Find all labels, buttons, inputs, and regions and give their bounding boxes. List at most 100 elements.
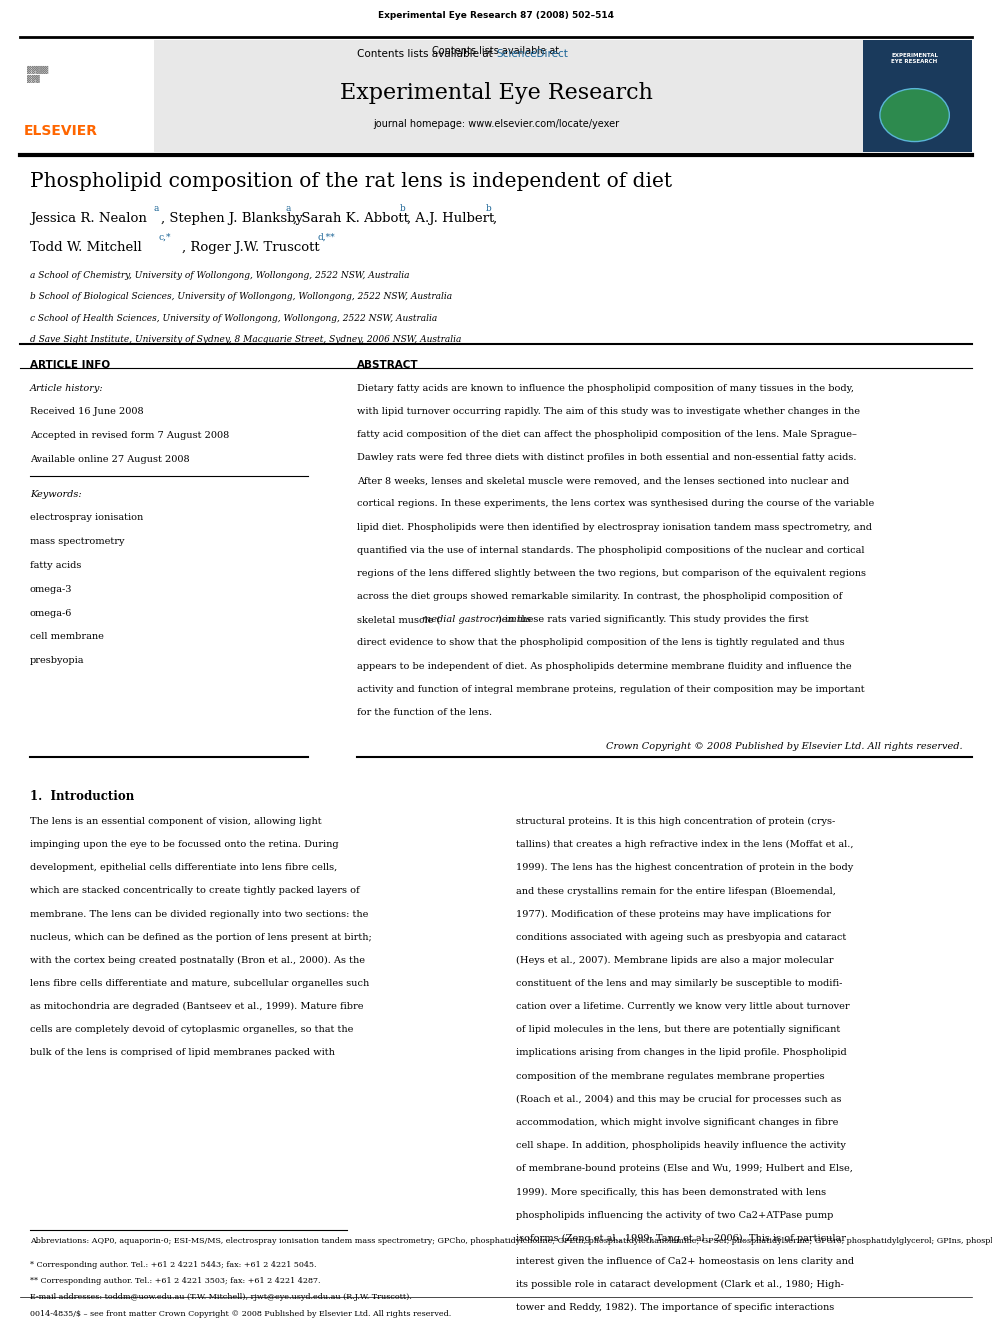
Text: cell shape. In addition, phospholipids heavily influence the activity: cell shape. In addition, phospholipids h… <box>516 1142 846 1150</box>
Text: omega-6: omega-6 <box>30 609 72 618</box>
Text: Experimental Eye Research 87 (2008) 502–514: Experimental Eye Research 87 (2008) 502–… <box>378 11 614 20</box>
Text: activity and function of integral membrane proteins, regulation of their composi: activity and function of integral membra… <box>357 685 865 693</box>
Text: regions of the lens differed slightly between the two regions, but comparison of: regions of the lens differed slightly be… <box>357 569 866 578</box>
Text: ) in these rats varied significantly. This study provides the first: ) in these rats varied significantly. Th… <box>498 615 809 624</box>
Text: b School of Biological Sciences, University of Wollongong, Wollongong, 2522 NSW,: b School of Biological Sciences, Univers… <box>30 292 452 302</box>
Text: composition of the membrane regulates membrane properties: composition of the membrane regulates me… <box>516 1072 824 1081</box>
Text: and these crystallins remain for the entire lifespan (Bloemendal,: and these crystallins remain for the ent… <box>516 886 835 896</box>
FancyBboxPatch shape <box>20 40 154 152</box>
Text: conditions associated with ageing such as presbyopia and cataract: conditions associated with ageing such a… <box>516 933 846 942</box>
Text: ,: , <box>493 212 497 225</box>
Text: c,*: c,* <box>159 233 172 242</box>
Text: nucleus, which can be defined as the portion of lens present at birth;: nucleus, which can be defined as the por… <box>30 933 372 942</box>
Text: Received 16 June 2008: Received 16 June 2008 <box>30 407 144 417</box>
Text: Experimental Eye Research: Experimental Eye Research <box>339 82 653 105</box>
Text: Dietary fatty acids are known to influence the phospholipid composition of many : Dietary fatty acids are known to influen… <box>357 384 854 393</box>
FancyBboxPatch shape <box>863 40 972 152</box>
Text: Contents lists available at: Contents lists available at <box>433 46 559 57</box>
Text: ELSEVIER: ELSEVIER <box>24 124 98 139</box>
Text: implications arising from changes in the lipid profile. Phospholipid: implications arising from changes in the… <box>516 1049 846 1057</box>
Text: E-mail addresses: toddm@uow.edu.au (T.W. Mitchell), rjwt@eye.usyd.edu.au (R.J.W.: E-mail addresses: toddm@uow.edu.au (T.W.… <box>30 1293 412 1301</box>
Text: mass spectrometry: mass spectrometry <box>30 537 124 546</box>
Text: membrane. The lens can be divided regionally into two sections: the: membrane. The lens can be divided region… <box>30 910 368 918</box>
Text: cell membrane: cell membrane <box>30 632 103 642</box>
Text: , Sarah K. Abbott: , Sarah K. Abbott <box>293 212 413 225</box>
Text: The lens is an essential component of vision, allowing light: The lens is an essential component of vi… <box>30 818 321 826</box>
Text: cation over a lifetime. Currently we know very little about turnover: cation over a lifetime. Currently we kno… <box>516 1003 849 1011</box>
Text: , Roger J.W. Truscott: , Roger J.W. Truscott <box>182 241 323 254</box>
Text: , A.J. Hulbert: , A.J. Hulbert <box>407 212 498 225</box>
Text: bulk of the lens is comprised of lipid membranes packed with: bulk of the lens is comprised of lipid m… <box>30 1049 334 1057</box>
Text: appears to be independent of diet. As phospholipids determine membrane fluidity : appears to be independent of diet. As ph… <box>357 662 852 671</box>
Text: Available online 27 August 2008: Available online 27 August 2008 <box>30 455 189 464</box>
Text: tallins) that creates a high refractive index in the lens (Moffat et al.,: tallins) that creates a high refractive … <box>516 840 853 849</box>
Text: constituent of the lens and may similarly be susceptible to modifi-: constituent of the lens and may similarl… <box>516 979 842 988</box>
Text: 1999). The lens has the highest concentration of protein in the body: 1999). The lens has the highest concentr… <box>516 864 853 872</box>
Text: lens fibre cells differentiate and mature, subcellular organelles such: lens fibre cells differentiate and matur… <box>30 979 369 988</box>
Text: tower and Reddy, 1982). The importance of specific interactions: tower and Reddy, 1982). The importance o… <box>516 1303 834 1312</box>
Text: a School of Chemistry, University of Wollongong, Wollongong, 2522 NSW, Australia: a School of Chemistry, University of Wol… <box>30 271 410 280</box>
Text: interest given the influence of Ca2+ homeostasis on lens clarity and: interest given the influence of Ca2+ hom… <box>516 1257 854 1266</box>
Ellipse shape <box>880 89 949 142</box>
Text: (Heys et al., 2007). Membrane lipids are also a major molecular: (Heys et al., 2007). Membrane lipids are… <box>516 957 833 964</box>
Text: fatty acid composition of the diet can affect the phospholipid composition of th: fatty acid composition of the diet can a… <box>357 430 857 439</box>
Text: skeletal muscle (: skeletal muscle ( <box>357 615 440 624</box>
Text: a: a <box>286 204 291 213</box>
Text: , Stephen J. Blanksby: , Stephen J. Blanksby <box>161 212 307 225</box>
Text: Keywords:: Keywords: <box>30 490 81 499</box>
Text: impinging upon the eye to be focussed onto the retina. During: impinging upon the eye to be focussed on… <box>30 840 338 849</box>
Text: of membrane-bound proteins (Else and Wu, 1999; Hulbert and Else,: of membrane-bound proteins (Else and Wu,… <box>516 1164 853 1174</box>
Text: * Corresponding author. Tel.: +61 2 4221 5443; fax: +61 2 4221 5045.: * Corresponding author. Tel.: +61 2 4221… <box>30 1261 316 1269</box>
Text: structural proteins. It is this high concentration of protein (crys-: structural proteins. It is this high con… <box>516 818 835 826</box>
Text: as mitochondria are degraded (Bantseev et al., 1999). Mature fibre: as mitochondria are degraded (Bantseev e… <box>30 1003 363 1011</box>
Text: medial gastrocnemius: medial gastrocnemius <box>422 615 531 624</box>
Text: ARTICLE INFO: ARTICLE INFO <box>30 360 110 370</box>
Text: cells are completely devoid of cytoplasmic organelles, so that the: cells are completely devoid of cytoplasm… <box>30 1025 353 1035</box>
Text: b: b <box>400 204 406 213</box>
FancyBboxPatch shape <box>20 40 972 152</box>
Text: quantified via the use of internal standards. The phospholipid compositions of t: quantified via the use of internal stand… <box>357 546 865 554</box>
Text: electrospray ionisation: electrospray ionisation <box>30 513 143 523</box>
Text: presbyopia: presbyopia <box>30 656 84 665</box>
Text: 1977). Modification of these proteins may have implications for: 1977). Modification of these proteins ma… <box>516 910 830 918</box>
Text: Todd W. Mitchell: Todd W. Mitchell <box>30 241 146 254</box>
Text: journal homepage: www.elsevier.com/locate/yexer: journal homepage: www.elsevier.com/locat… <box>373 119 619 130</box>
Text: cortical regions. In these experiments, the lens cortex was synthesised during t: cortical regions. In these experiments, … <box>357 500 874 508</box>
Text: d Save Sight Institute, University of Sydney, 8 Macquarie Street, Sydney, 2006 N: d Save Sight Institute, University of Sy… <box>30 335 461 344</box>
Text: (Roach et al., 2004) and this may be crucial for processes such as: (Roach et al., 2004) and this may be cru… <box>516 1095 841 1103</box>
Text: which are stacked concentrically to create tightly packed layers of: which are stacked concentrically to crea… <box>30 886 359 896</box>
Text: direct evidence to show that the phospholipid composition of the lens is tightly: direct evidence to show that the phospho… <box>357 639 845 647</box>
Text: Crown Copyright © 2008 Published by Elsevier Ltd. All rights reserved.: Crown Copyright © 2008 Published by Else… <box>605 741 962 750</box>
Text: c School of Health Sciences, University of Wollongong, Wollongong, 2522 NSW, Aus: c School of Health Sciences, University … <box>30 314 437 323</box>
Text: Abbreviations: AQP0, aquaporin-0; ESI-MS/MS, electrospray ionisation tandem mass: Abbreviations: AQP0, aquaporin-0; ESI-MS… <box>30 1237 992 1245</box>
Text: development, epithelial cells differentiate into lens fibre cells,: development, epithelial cells differenti… <box>30 864 337 872</box>
Text: a: a <box>154 204 159 213</box>
Text: lipid diet. Phospholipids were then identified by electrospray ionisation tandem: lipid diet. Phospholipids were then iden… <box>357 523 872 532</box>
Text: EXPERIMENTAL
EYE RESEARCH: EXPERIMENTAL EYE RESEARCH <box>891 53 938 64</box>
Text: Contents lists available at: Contents lists available at <box>357 49 496 60</box>
Text: its possible role in cataract development (Clark et al., 1980; High-: its possible role in cataract developmen… <box>516 1281 844 1289</box>
Text: 0014-4835/$ – see front matter Crown Copyright © 2008 Published by Elsevier Ltd.: 0014-4835/$ – see front matter Crown Cop… <box>30 1310 451 1318</box>
Text: of lipid molecules in the lens, but there are potentially significant: of lipid molecules in the lens, but ther… <box>516 1025 840 1035</box>
Text: After 8 weeks, lenses and skeletal muscle were removed, and the lenses sectioned: After 8 weeks, lenses and skeletal muscl… <box>357 476 849 486</box>
Text: ▓▓▓▓▓
▓▓▓: ▓▓▓▓▓ ▓▓▓ <box>27 66 48 83</box>
Text: ScienceDirect: ScienceDirect <box>496 49 567 60</box>
Text: ABSTRACT: ABSTRACT <box>357 360 419 370</box>
Text: Phospholipid composition of the rat lens is independent of diet: Phospholipid composition of the rat lens… <box>30 172 672 191</box>
Text: Dawley rats were fed three diets with distinct profiles in both essential and no: Dawley rats were fed three diets with di… <box>357 452 857 462</box>
Text: with lipid turnover occurring rapidly. The aim of this study was to investigate : with lipid turnover occurring rapidly. T… <box>357 407 860 415</box>
Text: 1999). More specifically, this has been demonstrated with lens: 1999). More specifically, this has been … <box>516 1188 826 1196</box>
Text: fatty acids: fatty acids <box>30 561 81 570</box>
Text: Article history:: Article history: <box>30 384 103 393</box>
Text: across the diet groups showed remarkable similarity. In contrast, the phospholip: across the diet groups showed remarkable… <box>357 593 842 601</box>
Text: 1.  Introduction: 1. Introduction <box>30 791 134 803</box>
Text: b: b <box>486 204 492 213</box>
Text: for the function of the lens.: for the function of the lens. <box>357 708 492 717</box>
Text: accommodation, which might involve significant changes in fibre: accommodation, which might involve signi… <box>516 1118 838 1127</box>
Text: d,**: d,** <box>317 233 335 242</box>
Text: Jessica R. Nealon: Jessica R. Nealon <box>30 212 151 225</box>
Text: omega-3: omega-3 <box>30 585 72 594</box>
Text: with the cortex being created postnatally (Bron et al., 2000). As the: with the cortex being created postnatall… <box>30 957 365 964</box>
Text: phospholipids influencing the activity of two Ca2+ATPase pump: phospholipids influencing the activity o… <box>516 1211 833 1220</box>
Text: Accepted in revised form 7 August 2008: Accepted in revised form 7 August 2008 <box>30 431 229 441</box>
